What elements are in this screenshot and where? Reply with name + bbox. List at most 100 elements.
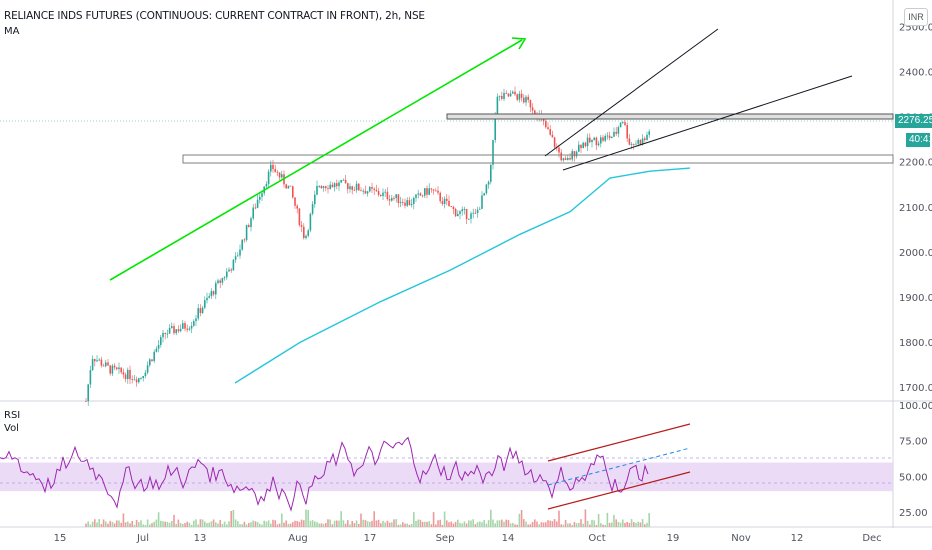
candle-body — [230, 269, 232, 271]
ma-indicator-label[interactable]: MA — [4, 26, 20, 37]
candle-body — [254, 207, 257, 209]
candle-body — [155, 348, 158, 352]
volume-bar — [245, 524, 248, 527]
volume-bar — [545, 522, 547, 527]
volume-bar — [182, 524, 184, 527]
volume-bar — [329, 519, 331, 527]
candle-body — [496, 96, 499, 114]
volume-bar — [615, 519, 617, 527]
volume-label[interactable]: Vol — [4, 423, 19, 434]
volume-bar — [597, 513, 600, 527]
candle-body — [595, 137, 598, 146]
candle-body — [641, 138, 644, 145]
volume-bar — [102, 519, 105, 527]
volume-bar — [485, 523, 488, 527]
candle-body — [615, 131, 617, 134]
volume-bar — [523, 519, 525, 527]
trend-arrow-line[interactable] — [109, 39, 523, 281]
wedge-upper-line[interactable] — [544, 28, 719, 157]
volume-bar — [606, 512, 609, 527]
candle-body — [551, 134, 554, 138]
rsi-channel-upper[interactable] — [547, 423, 691, 462]
candle-body — [421, 195, 424, 197]
volume-bar — [595, 524, 598, 527]
volume-bar — [210, 521, 213, 527]
candle-body — [195, 318, 197, 322]
volume-bar — [234, 519, 237, 527]
candle-body — [446, 198, 448, 201]
candle-body — [245, 225, 248, 240]
volume-bar — [538, 524, 540, 527]
volume-bar — [571, 524, 573, 527]
candle-body — [454, 208, 457, 217]
volume-bar — [413, 512, 415, 527]
volume-bar — [494, 523, 496, 527]
candle-body — [355, 183, 358, 191]
candle-body — [393, 198, 395, 199]
support-zone[interactable] — [182, 154, 894, 164]
volume-bar — [173, 514, 175, 527]
volume-bar — [120, 522, 122, 527]
price-tick-label: 1800.00 — [899, 338, 932, 349]
time-tick-label: 12 — [791, 533, 804, 544]
candle-body — [360, 190, 362, 192]
volume-bar — [479, 521, 481, 527]
candle-body — [529, 99, 532, 108]
candle-body — [261, 193, 263, 197]
volume-bar — [107, 523, 109, 527]
resistance-zone[interactable] — [446, 113, 894, 120]
candle-body — [432, 189, 435, 191]
candle-body — [197, 308, 199, 319]
candle-body — [179, 328, 182, 332]
price-tick-label: 2500.00 — [899, 23, 932, 34]
candle-body — [604, 136, 606, 141]
candle-body — [498, 95, 501, 97]
volume-bar — [243, 521, 246, 527]
volume-bar — [204, 521, 206, 527]
rsi-axis[interactable]: 25.00 50.00 75.00 100.00 — [899, 401, 932, 519]
volume-bar — [622, 519, 624, 527]
volume-bar — [454, 521, 457, 527]
candle-body — [113, 365, 116, 368]
candle-body — [637, 140, 639, 144]
volume-bar — [534, 519, 536, 527]
candle-body — [153, 351, 155, 361]
volume-bar — [624, 523, 626, 527]
volume-bar — [263, 520, 265, 527]
volume-bar — [551, 521, 554, 527]
candle-body — [144, 372, 147, 377]
volume-bar — [641, 519, 644, 527]
candle-body — [190, 325, 193, 329]
rsi-channel-lower[interactable] — [547, 471, 691, 510]
candle-body — [98, 359, 100, 361]
price-tick-label: 2400.00 — [899, 68, 932, 79]
volume-bar — [144, 524, 147, 527]
candle-body — [542, 118, 545, 122]
time-axis[interactable]: 15 Jul 13 Aug 17 Sep 14 Oct 19 Nov 12 Dec — [54, 533, 882, 544]
wedge-lower-line[interactable] — [562, 75, 853, 171]
candle-body — [435, 190, 437, 192]
volume-bar — [644, 524, 646, 527]
volume-bar — [536, 521, 538, 527]
candle-body — [327, 188, 329, 189]
candle-body — [329, 184, 331, 189]
candle-body — [287, 185, 290, 189]
volume-bar — [188, 522, 191, 527]
currency-badge[interactable]: INR — [904, 8, 928, 26]
candle-body — [122, 372, 125, 375]
volume-bar — [465, 523, 468, 527]
candle-body — [91, 359, 94, 371]
candle-body — [380, 194, 382, 197]
price-axis[interactable]: 1700.00 1800.00 1900.00 2000.00 2100.00 2200.… — [899, 23, 932, 394]
volume-bar — [558, 510, 560, 527]
volume-bar — [402, 522, 404, 527]
candle-body — [96, 360, 98, 362]
volume-bar — [443, 511, 446, 527]
volume-bar — [426, 521, 428, 527]
volume-bar — [560, 524, 562, 527]
candle-body — [342, 179, 345, 181]
volume-bar — [193, 520, 195, 527]
rsi-label[interactable]: RSI — [4, 410, 21, 421]
volume-bar — [85, 523, 87, 527]
